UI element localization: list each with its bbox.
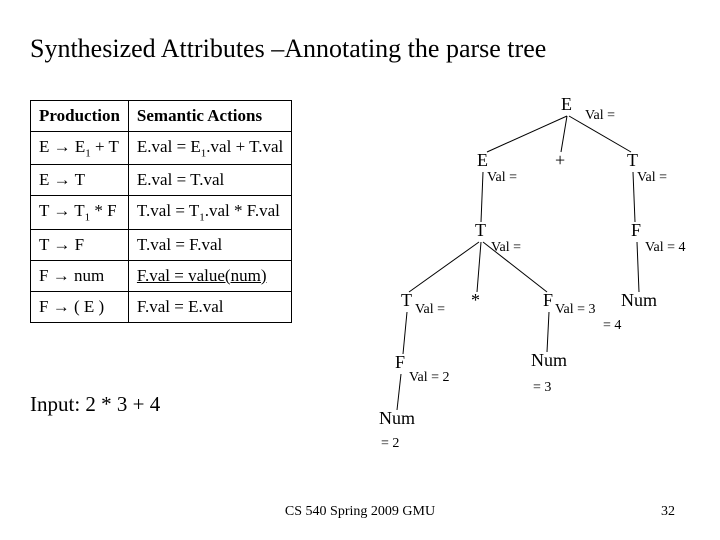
cell-production: E → T — [31, 165, 129, 196]
tree-annotation: = 3 — [533, 380, 551, 396]
cell-production: T → F — [31, 229, 129, 260]
table-header-row: Production Semantic Actions — [31, 101, 292, 132]
tree-node-E_root: E — [561, 94, 572, 115]
tree-node-T2: T — [401, 290, 412, 311]
tree-node-F_right: F — [631, 220, 641, 241]
cell-action: F.val = value(num) — [128, 260, 291, 291]
cell-action: F.val = E.val — [128, 291, 291, 322]
tree-node-star: * — [471, 290, 480, 311]
table-row: F → numF.val = value(num) — [31, 260, 292, 291]
tree-annotation: Val = 3 — [555, 302, 596, 318]
tree-annotation: = 4 — [603, 318, 621, 334]
table-row: T → FT.val = F.val — [31, 229, 292, 260]
parse-tree: E E + T T F T * F Num F Num Num Val = Val = Val = Val = V… — [325, 90, 720, 450]
cell-production: F → num — [31, 260, 129, 291]
tree-node-Num3: Num — [531, 350, 567, 371]
tree-annotation: Val = — [487, 170, 517, 186]
tree-node-F_mid: F — [543, 290, 553, 311]
tree-edges — [325, 90, 720, 450]
page-number: 32 — [661, 504, 675, 520]
tree-node-plus: + — [555, 150, 565, 171]
cell-production: E → E1 + T — [31, 132, 129, 165]
tree-annotation: Val = — [585, 108, 615, 124]
grammar-table: Production Semantic Actions E → E1 + TE.… — [30, 100, 292, 323]
tree-annotation: Val = 4 — [645, 240, 686, 256]
table-row: T → T1 * FT.val = T1.val * F.val — [31, 196, 292, 229]
tree-annotation: Val = — [637, 170, 667, 186]
col-actions: Semantic Actions — [128, 101, 291, 132]
tree-node-Num4: Num — [621, 290, 657, 311]
tree-annotation: Val = — [415, 302, 445, 318]
table-row: F → ( E )F.val = E.val — [31, 291, 292, 322]
tree-annotation: Val = 2 — [409, 370, 450, 386]
tree-annotation: Val = — [491, 240, 521, 256]
tree-annotation: = 2 — [381, 436, 399, 452]
table-row: E → E1 + TE.val = E1.val + T.val — [31, 132, 292, 165]
table-row: E → TE.val = T.val — [31, 165, 292, 196]
tree-node-E1: E — [477, 150, 488, 171]
cell-action: T.val = T1.val * F.val — [128, 196, 291, 229]
cell-production: F → ( E ) — [31, 291, 129, 322]
tree-node-Num2: Num — [379, 408, 415, 429]
col-production: Production — [31, 101, 129, 132]
page-title: Synthesized Attributes –Annotating the p… — [30, 34, 546, 64]
input-string: Input: 2 * 3 + 4 — [30, 392, 160, 417]
tree-node-T_right: T — [627, 150, 638, 171]
tree-node-T_left: T — [475, 220, 486, 241]
cell-action: E.val = T.val — [128, 165, 291, 196]
tree-node-F_left: F — [395, 352, 405, 373]
slide-footer: CS 540 Spring 2009 GMU — [0, 504, 720, 520]
cell-action: E.val = E1.val + T.val — [128, 132, 291, 165]
cell-production: T → T1 * F — [31, 196, 129, 229]
cell-action: T.val = F.val — [128, 229, 291, 260]
